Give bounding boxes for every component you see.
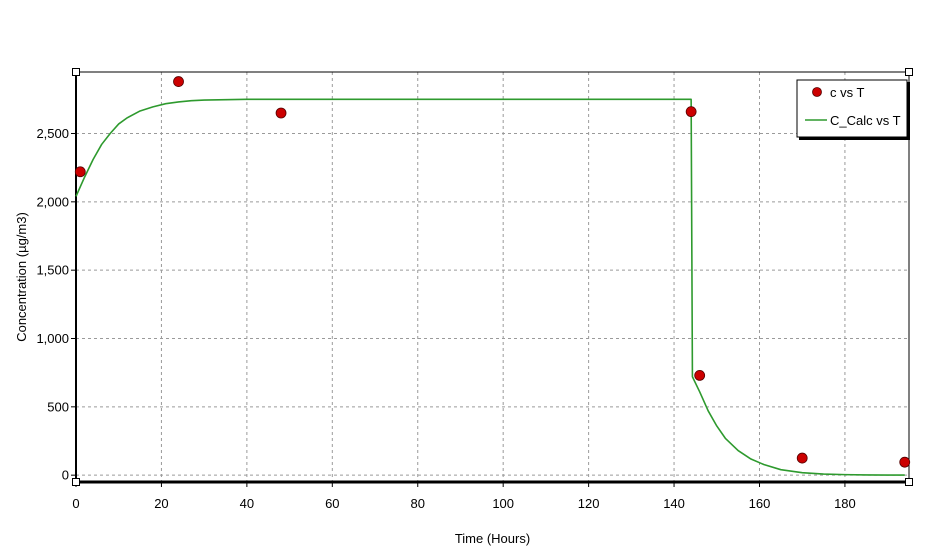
frame-handle-3 [905,478,913,486]
x-tick-label-3: 60 [325,496,339,511]
y-tick-label-5: 2,500 [36,126,69,141]
frame-handle-0 [72,68,80,76]
x-tick-label-6: 120 [578,496,600,511]
series [74,76,911,476]
data-point-4 [694,369,706,381]
y-tick-label-0: 0 [62,468,69,483]
y-axis-title: Concentration (µg/m3) [14,212,29,342]
x-tick-label-1: 20 [154,496,168,511]
frame-handle-1 [905,68,913,76]
x-axis-title: Time (Hours) [455,531,530,546]
data-point-6 [899,456,911,468]
x-tick-label-9: 180 [834,496,856,511]
data-point-5 [796,452,808,464]
data-point-1 [173,76,184,87]
x-tick-label-5: 100 [492,496,514,511]
data-point-2 [275,107,287,119]
x-tick-label-8: 160 [749,496,771,511]
legend: c vs T C_Calc vs T [796,79,910,140]
axes [71,71,910,487]
data-point-0 [74,166,86,178]
x-tick-label-7: 140 [663,496,685,511]
frame-handle-2 [72,478,80,486]
x-tick-label-4: 80 [411,496,425,511]
y-tick-label-3: 1,500 [36,263,69,278]
x-tick-label-0: 0 [72,496,79,511]
x-tick-label-2: 40 [240,496,254,511]
y-tick-label-2: 1,000 [36,331,69,346]
x-tick-labels: 0 20 40 60 80 100 120 140 160 180 [72,496,855,511]
data-point-3 [685,106,697,118]
y-tick-label-4: 2,000 [36,194,69,209]
legend-label-c-vs-t: c vs T [830,85,864,100]
grid-lines [76,72,909,482]
legend-label-c-calc-vs-t: C_Calc vs T [830,113,901,128]
legend-marker-c-vs-t [812,87,822,97]
y-tick-label-1: 500 [47,399,69,414]
plot-frame-handles [72,68,913,486]
y-tick-labels: 0 500 1,000 1,500 2,000 2,500 [36,126,69,483]
series-line-c-calc-vs-t [75,98,905,476]
